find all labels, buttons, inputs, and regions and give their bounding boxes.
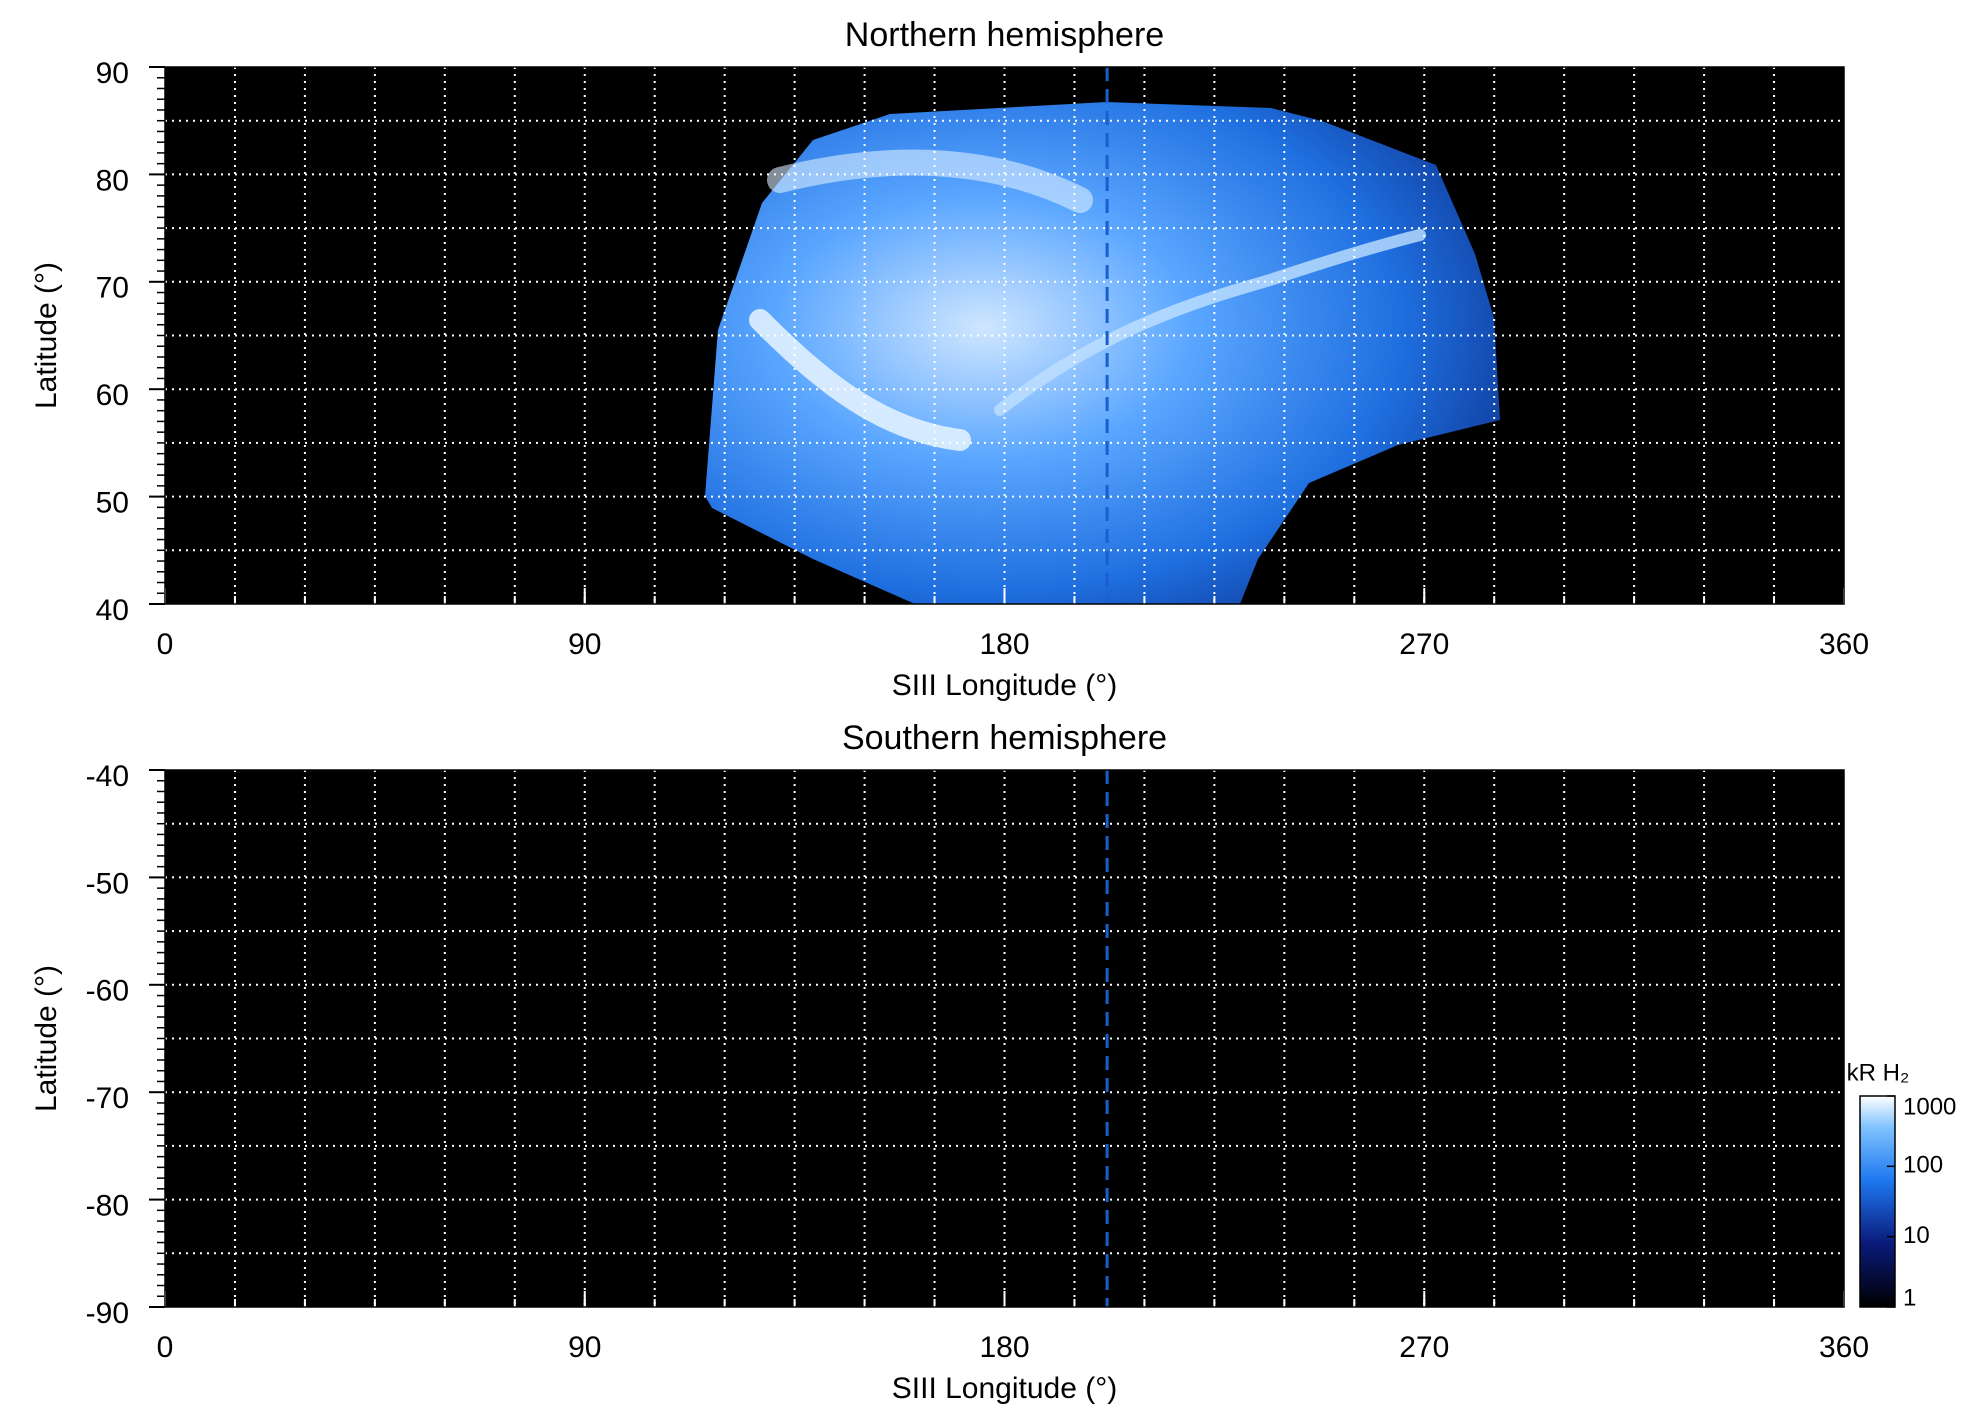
- y-tick-label: -40: [86, 760, 129, 793]
- y-tick-label: 60: [96, 379, 129, 412]
- x-tick-label: 360: [1819, 1331, 1869, 1364]
- y-tick-label: -70: [86, 1082, 129, 1115]
- y-tick-label: 40: [96, 594, 129, 627]
- y-tick-label: 80: [96, 164, 129, 197]
- chart-title: Southern hemisphere: [842, 719, 1167, 757]
- plot-frame: [164, 769, 1845, 1308]
- aurora-oval: [994, 229, 1426, 416]
- x-axis-label: SIII Longitude (°): [892, 669, 1117, 702]
- x-tick-label: 180: [979, 1331, 1029, 1364]
- x-tick-label: 0: [157, 628, 174, 661]
- x-tick-label: 360: [1819, 628, 1869, 661]
- colorbar-tick-label: 1: [1903, 1284, 1916, 1311]
- colorbar: [1859, 1095, 1896, 1308]
- y-axis-label: Latitude (°): [30, 965, 63, 1112]
- aurora-polar: [767, 149, 1093, 213]
- x-tick-label: 270: [1399, 628, 1449, 661]
- colorbar-tick-label: 100: [1903, 1152, 1943, 1179]
- colorbar-label: kR H₂: [1847, 1059, 1910, 1086]
- x-axis-label: SIII Longitude (°): [892, 1372, 1117, 1405]
- y-tick-label: -50: [86, 867, 129, 900]
- y-tick-label: 50: [96, 487, 129, 520]
- x-tick-label: 0: [157, 1331, 174, 1364]
- colorbar-tick-label: 1000: [1903, 1093, 1956, 1120]
- chart-title: Northern hemisphere: [845, 16, 1164, 54]
- aurora-oval: [749, 309, 971, 451]
- y-axis-label: Latitude (°): [30, 262, 63, 409]
- aurora-emission: [705, 102, 1500, 604]
- x-tick-label: 270: [1399, 1331, 1449, 1364]
- plot-area: [165, 770, 1844, 1307]
- colorbar-tick-label: 10: [1903, 1222, 1930, 1249]
- y-tick-label: 70: [96, 272, 129, 305]
- y-tick-label: -80: [86, 1190, 129, 1223]
- aurora-region: [705, 102, 1500, 604]
- y-tick-label: -60: [86, 975, 129, 1008]
- x-tick-label: 180: [979, 628, 1029, 661]
- y-tick-label: 90: [96, 57, 129, 90]
- x-tick-label: 90: [568, 1331, 601, 1364]
- y-tick-label: -90: [86, 1297, 129, 1330]
- x-tick-label: 90: [568, 628, 601, 661]
- plot-frame: [164, 66, 1845, 605]
